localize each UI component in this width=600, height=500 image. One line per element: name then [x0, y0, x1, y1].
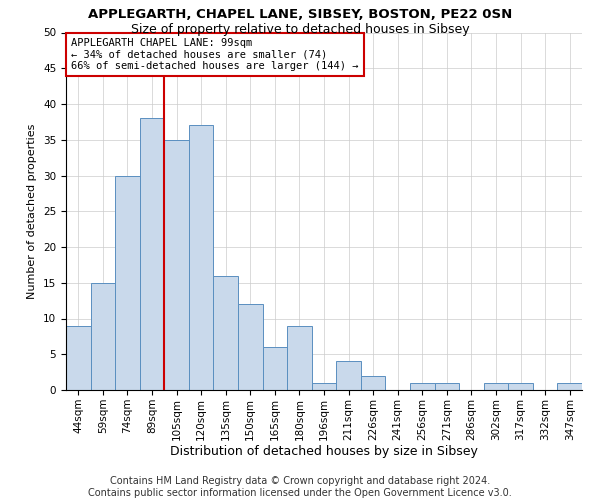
Bar — [361, 376, 385, 390]
Bar — [115, 176, 140, 390]
Bar — [336, 362, 361, 390]
Bar — [164, 140, 189, 390]
Bar — [557, 383, 582, 390]
Bar — [66, 326, 91, 390]
Bar — [214, 276, 238, 390]
Text: Size of property relative to detached houses in Sibsey: Size of property relative to detached ho… — [131, 22, 469, 36]
Y-axis label: Number of detached properties: Number of detached properties — [28, 124, 37, 299]
Bar — [508, 383, 533, 390]
Bar — [91, 283, 115, 390]
Bar — [140, 118, 164, 390]
X-axis label: Distribution of detached houses by size in Sibsey: Distribution of detached houses by size … — [170, 446, 478, 458]
Text: APPLEGARTH CHAPEL LANE: 99sqm
← 34% of detached houses are smaller (74)
66% of s: APPLEGARTH CHAPEL LANE: 99sqm ← 34% of d… — [71, 38, 359, 71]
Text: APPLEGARTH, CHAPEL LANE, SIBSEY, BOSTON, PE22 0SN: APPLEGARTH, CHAPEL LANE, SIBSEY, BOSTON,… — [88, 8, 512, 20]
Bar — [238, 304, 263, 390]
Text: Contains HM Land Registry data © Crown copyright and database right 2024.
Contai: Contains HM Land Registry data © Crown c… — [88, 476, 512, 498]
Bar — [189, 126, 214, 390]
Bar — [312, 383, 336, 390]
Bar — [263, 347, 287, 390]
Bar — [287, 326, 312, 390]
Bar — [410, 383, 434, 390]
Bar — [484, 383, 508, 390]
Bar — [434, 383, 459, 390]
